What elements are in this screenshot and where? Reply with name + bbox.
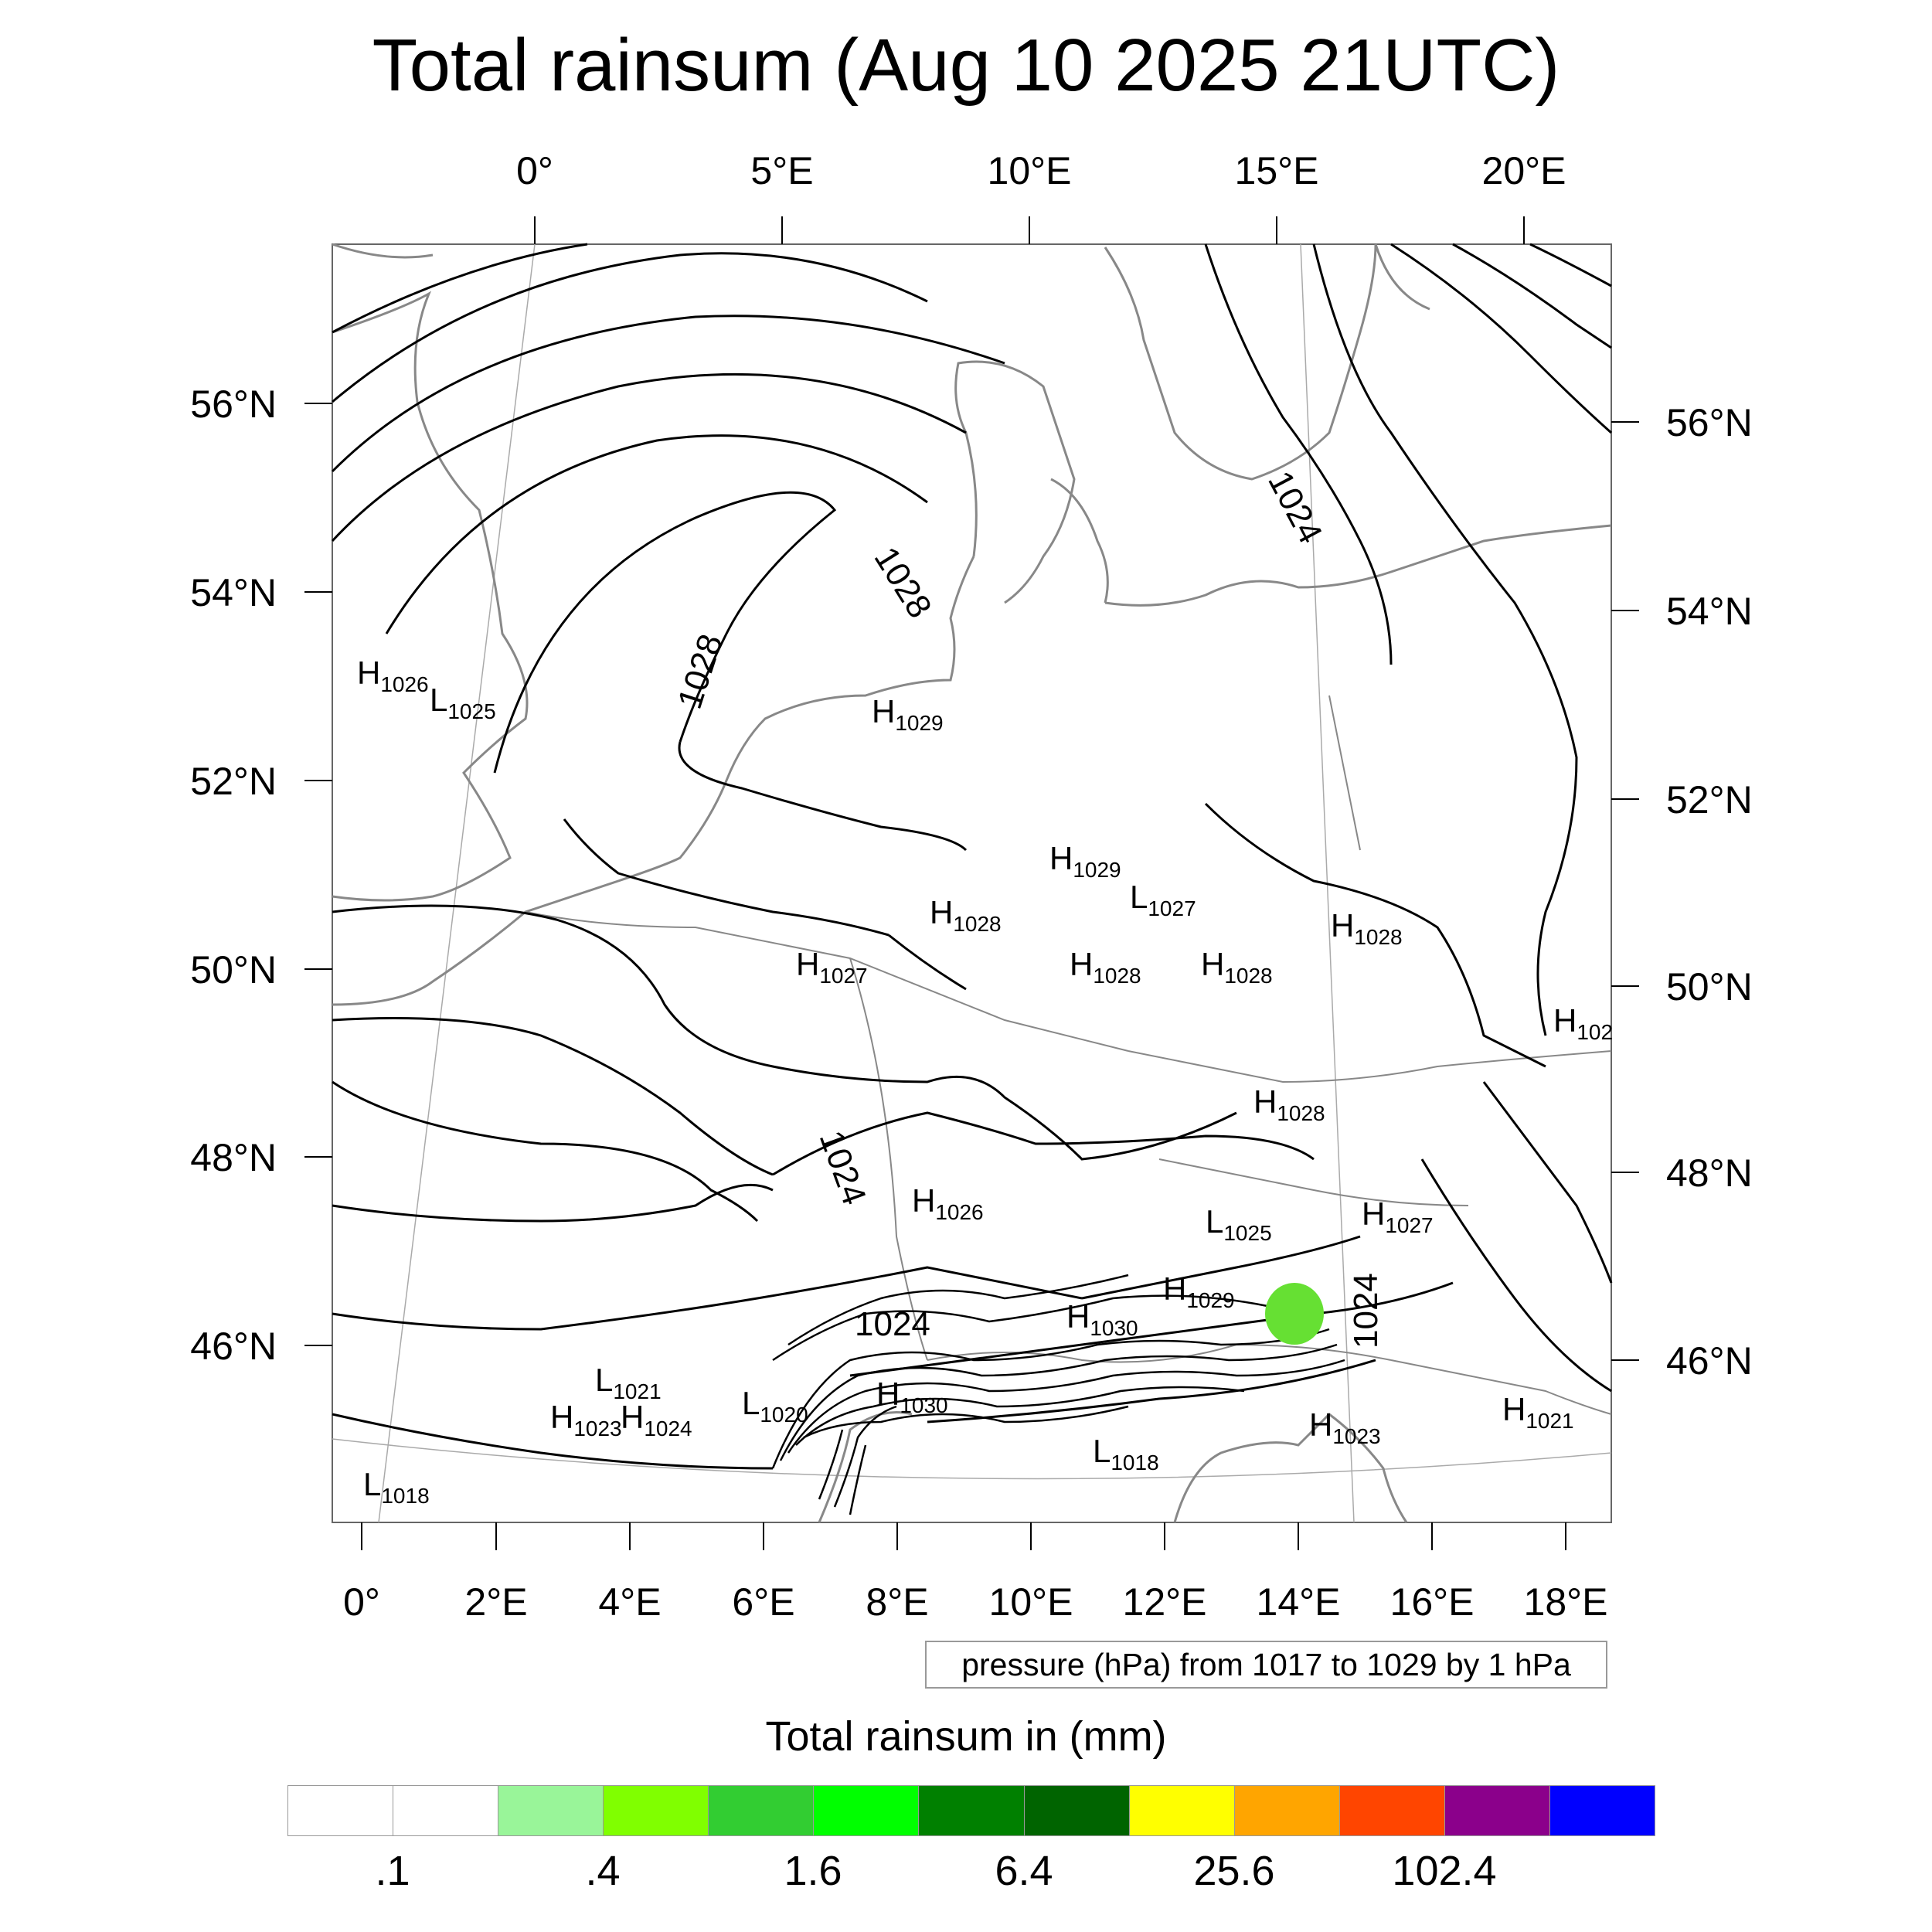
contour-label: 1024 — [855, 1305, 930, 1343]
bottom-lon-label: 10°E — [989, 1580, 1073, 1624]
pressure-center: L1025 — [430, 682, 496, 723]
bottom-lon-label: 12°E — [1123, 1580, 1207, 1624]
top-lon-label: 15°E — [1235, 149, 1319, 192]
pressure-center: H1027 — [1362, 1196, 1434, 1237]
pressure-center: H102 — [1553, 1002, 1613, 1044]
colorbar-swatch — [498, 1786, 604, 1835]
top-lon-label: 20°E — [1482, 149, 1566, 192]
bottom-lon-label: 18°E — [1524, 1580, 1608, 1624]
left-lat-label: 56°N — [190, 383, 277, 426]
map-frame — [332, 243, 1612, 1523]
colorbar-label: 25.6 — [1193, 1848, 1275, 1894]
bottom-lon-label: 4°E — [598, 1580, 661, 1624]
colorbar-label: .4 — [585, 1848, 621, 1894]
legend-title: Total rainsum in (mm) — [765, 1713, 1167, 1760]
pressure-center: H1029 — [872, 693, 944, 735]
pressure-center: H1028 — [1070, 946, 1141, 988]
pressure-center: L1018 — [1093, 1433, 1159, 1475]
coastlines — [332, 243, 1612, 1523]
colorbar-swatch — [1444, 1786, 1550, 1835]
right-lat-label: 48°N — [1666, 1151, 1753, 1195]
pressure-center: H1028 — [930, 894, 1002, 936]
pressure-info-box: pressure (hPa) from 1017 to 1029 by 1 hP… — [925, 1641, 1607, 1689]
isobars — [331, 243, 1613, 1470]
colorbar-swatch — [393, 1786, 499, 1835]
pressure-center: L1021 — [595, 1362, 662, 1403]
pressure-center: H1023 — [550, 1399, 622, 1440]
contour-label: 1024 — [1347, 1273, 1385, 1349]
bottom-axis: 0° 2°E 4°E 6°E 8°E 10°E 12°E 14°E 16°E 1… — [343, 1522, 1607, 1624]
right-lat-label: 56°N — [1666, 401, 1753, 444]
left-lat-label: 46°N — [190, 1325, 277, 1368]
pressure-center: H1029 — [1049, 840, 1121, 882]
colorbar-swatch — [1339, 1786, 1445, 1835]
pressure-center: L1025 — [1206, 1203, 1272, 1245]
colorbar-label: .1 — [375, 1848, 410, 1894]
left-lat-label: 54°N — [190, 571, 277, 614]
colorbar-swatch — [709, 1786, 815, 1835]
right-lat-label: 54°N — [1666, 590, 1753, 633]
colorbar-label: 6.4 — [995, 1848, 1053, 1894]
colorbar-swatch — [1549, 1786, 1655, 1835]
pressure-centers: H1026 L1025 H1029 H1029 L1027 H1028 H102… — [357, 655, 1613, 1508]
right-lat-label: 50°N — [1666, 965, 1753, 1009]
right-lat-label: 46°N — [1666, 1339, 1753, 1383]
colorbar — [287, 1785, 1655, 1836]
pressure-center: H1024 — [621, 1399, 692, 1440]
graticule — [332, 243, 1612, 1523]
colorbar-label: 102.4 — [1392, 1848, 1497, 1894]
bottom-lon-label: 2°E — [464, 1580, 527, 1624]
left-lat-label: 48°N — [190, 1136, 277, 1179]
pressure-center: H1026 — [357, 655, 429, 696]
rain-patch — [1265, 1283, 1324, 1345]
colorbar-swatch — [1129, 1786, 1235, 1835]
pressure-center: H1030 — [876, 1376, 948, 1417]
colorbar-swatch — [919, 1786, 1025, 1835]
top-lon-label: 10°E — [988, 149, 1072, 192]
colorbar-swatch — [814, 1786, 920, 1835]
pressure-center: H1023 — [1309, 1406, 1381, 1448]
contour-label: 1028 — [867, 540, 939, 624]
pressure-center: L1027 — [1130, 879, 1196, 920]
left-lat-label: 50°N — [190, 948, 277, 992]
borders — [525, 695, 1612, 1415]
pressure-center: H1030 — [1066, 1298, 1138, 1340]
contour-labels: 1024 1028 1028 1024 1024 1024 — [671, 465, 1385, 1349]
colorbar-swatch — [288, 1786, 394, 1835]
colorbar-swatch — [604, 1786, 709, 1835]
top-lon-label: 5°E — [750, 149, 813, 192]
top-lon-label: 0° — [516, 149, 553, 192]
contour-label: 1028 — [671, 630, 730, 713]
pressure-center: H1029 — [1163, 1270, 1235, 1312]
bottom-lon-label: 8°E — [866, 1580, 928, 1624]
pressure-center: H1026 — [912, 1182, 984, 1224]
right-axis: 56°N 54°N 52°N 50°N 48°N 46°N — [1611, 401, 1753, 1383]
pressure-center: H1027 — [796, 946, 868, 988]
colorbar-label: 1.6 — [784, 1848, 842, 1894]
right-lat-label: 52°N — [1666, 778, 1753, 821]
pressure-center: H1021 — [1502, 1391, 1574, 1433]
left-lat-label: 52°N — [190, 760, 277, 803]
contour-label: 1024 — [812, 1126, 874, 1210]
bottom-lon-label: 14°E — [1257, 1580, 1341, 1624]
bottom-lon-label: 6°E — [732, 1580, 794, 1624]
pressure-center: H1028 — [1201, 946, 1273, 988]
bottom-lon-label: 16°E — [1390, 1580, 1475, 1624]
pressure-center: H1028 — [1253, 1083, 1325, 1125]
chart-title: Total rainsum (Aug 10 2025 21UTC) — [372, 24, 1560, 107]
bottom-lon-label: 0° — [343, 1580, 380, 1624]
pressure-center: H1028 — [1331, 907, 1403, 949]
left-axis: 56°N 54°N 52°N 50°N 48°N 46°N — [190, 383, 332, 1368]
contour-label: 1024 — [1260, 465, 1329, 549]
colorbar-swatch — [1234, 1786, 1340, 1835]
rain-area — [1265, 1283, 1324, 1345]
pressure-center: L1020 — [742, 1385, 808, 1427]
pressure-center: L1018 — [363, 1466, 430, 1508]
alpine-contours — [771, 1274, 1345, 1515]
colorbar-swatch — [1024, 1786, 1130, 1835]
top-axis: 0° 5°E 10°E 15°E 20°E — [516, 149, 1566, 244]
